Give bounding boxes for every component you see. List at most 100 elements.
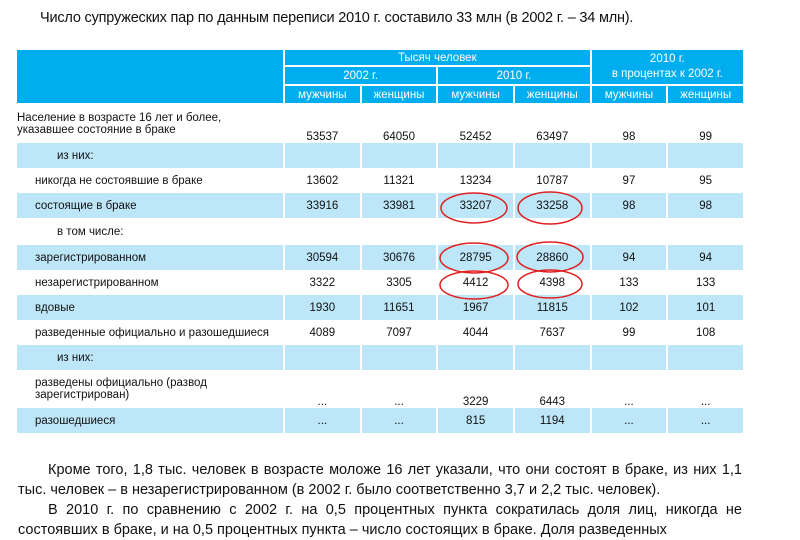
header-women: женщины	[666, 84, 745, 105]
cell-value: 6443	[512, 370, 592, 408]
cell-value	[359, 345, 439, 370]
row-label: зарегистрированном	[15, 245, 285, 270]
cell-value: 108	[666, 320, 745, 345]
cell-value: 52452	[436, 104, 515, 143]
cell-value: 98	[666, 193, 745, 218]
cell-value: 98	[589, 104, 669, 143]
table-row: разошедшиеся...... 815 1194......	[15, 408, 745, 433]
cell-value	[666, 345, 745, 370]
cell-value: 133	[589, 270, 669, 295]
cell-value: 99	[666, 104, 745, 143]
table-row: Население в возрасте 16 лет и более, ука…	[15, 104, 745, 143]
table-row: незарегистрированном 3322 3305 4412 4398 133 1…	[15, 270, 745, 295]
row-label: незарегистрированном	[15, 270, 285, 295]
header-women: женщины	[512, 84, 592, 105]
cell-value: 53537	[283, 104, 362, 143]
header-2002: 2002 г.	[282, 65, 439, 86]
cell-value: 30594	[283, 245, 362, 270]
cell-value: 11815	[512, 295, 592, 320]
row-label: состоящие в браке	[15, 193, 285, 218]
row-label: никогда не состоявшие в браке	[15, 168, 285, 193]
cell-value: ...	[666, 370, 745, 408]
cell-value: 95	[666, 168, 745, 193]
cell-value: 3322	[283, 270, 362, 295]
cell-value	[436, 345, 515, 370]
cell-value: 33207	[436, 193, 515, 218]
cell-value: 7097	[359, 320, 439, 345]
header-2010: 2010 г.	[436, 65, 592, 86]
cell-value: 94	[589, 245, 669, 270]
cell-value: 4412	[436, 270, 515, 295]
cell-value: 99	[589, 320, 669, 345]
cell-value	[359, 218, 439, 245]
table-row: разведенные официально и разошедшиеся 408…	[15, 320, 745, 345]
cell-value: 4089	[283, 320, 362, 345]
cell-value: 1967	[436, 295, 515, 320]
cell-value: ...	[359, 408, 439, 433]
table-row: в том числе:	[15, 218, 745, 245]
cell-value	[283, 218, 362, 245]
cell-value	[512, 345, 592, 370]
header-thousands: Тысяч человек	[283, 48, 592, 67]
cell-value: 815	[436, 408, 515, 433]
cell-value	[589, 218, 669, 245]
cell-value: 94	[666, 245, 745, 270]
cell-value: 13602	[283, 168, 362, 193]
row-label: в том числе:	[15, 218, 285, 245]
cell-value: 33916	[283, 193, 362, 218]
paragraph-1: Кроме того, 1,8 тыс. человек в возрасте …	[18, 462, 742, 498]
cell-value: ...	[589, 408, 669, 433]
cell-value	[512, 218, 592, 245]
header-pct: 2010 г. в процентах к 2002 г.	[589, 48, 746, 86]
cell-value	[283, 345, 362, 370]
cell-value	[512, 143, 592, 168]
marital-status-table: Тысяч человек 2010 г. в процентах к 2002…	[15, 48, 746, 433]
cell-value	[436, 143, 515, 168]
header-men: мужчины	[436, 84, 515, 105]
cell-value: 3305	[359, 270, 439, 295]
cell-value: 7637	[512, 320, 592, 345]
table-row: вдовые 1930 11651 1967 11815 102 101	[15, 295, 745, 320]
row-label: разведенные официально и разошедшиеся	[15, 320, 285, 345]
row-label: вдовые	[15, 295, 285, 320]
intro-text: Число супружеских пар по данным переписи…	[40, 10, 634, 26]
cell-value	[283, 143, 362, 168]
cell-value: 28795	[436, 245, 515, 270]
cell-value: ...	[359, 370, 439, 408]
row-label: разведены официально (развод зарегистрир…	[15, 370, 285, 408]
row-label: из них:	[15, 345, 285, 370]
row-label: Население в возрасте 16 лет и более, ука…	[15, 104, 285, 143]
header-women: женщины	[359, 84, 439, 105]
row-label: разошедшиеся	[15, 408, 285, 433]
cell-value: 102	[589, 295, 669, 320]
cell-value: 28860	[512, 245, 592, 270]
header-blank	[15, 48, 285, 105]
cell-value: 11321	[359, 168, 439, 193]
cell-value	[666, 143, 745, 168]
cell-value: 13234	[436, 168, 515, 193]
cell-value	[589, 143, 669, 168]
cell-value: 3229	[436, 370, 515, 408]
cell-value: 133	[666, 270, 745, 295]
cell-value: 33258	[512, 193, 592, 218]
cell-value: 1194	[512, 408, 592, 433]
cell-value: ...	[283, 370, 362, 408]
cell-value: 33981	[359, 193, 439, 218]
cell-value: 98	[589, 193, 669, 218]
header-men: мужчины	[283, 84, 362, 105]
row-label: из них:	[15, 143, 285, 168]
cell-value: 10787	[512, 168, 592, 193]
table-row: разведены официально (развод зарегистрир…	[15, 370, 745, 408]
cell-value	[359, 143, 439, 168]
cell-value	[436, 218, 515, 245]
table-row: никогда не состоявшие в браке 13602 11321 1…	[15, 168, 745, 193]
cell-value	[666, 218, 745, 245]
cell-value: ...	[666, 408, 745, 433]
table-row: зарегистрированном 30594 30676 28795 28860 94…	[15, 245, 745, 270]
cell-value: 101	[666, 295, 745, 320]
cell-value: 64050	[359, 104, 439, 143]
cell-value: ...	[589, 370, 669, 408]
cell-value: 30676	[359, 245, 439, 270]
table-row: из них:	[15, 143, 745, 168]
header-men: мужчины	[589, 84, 669, 105]
